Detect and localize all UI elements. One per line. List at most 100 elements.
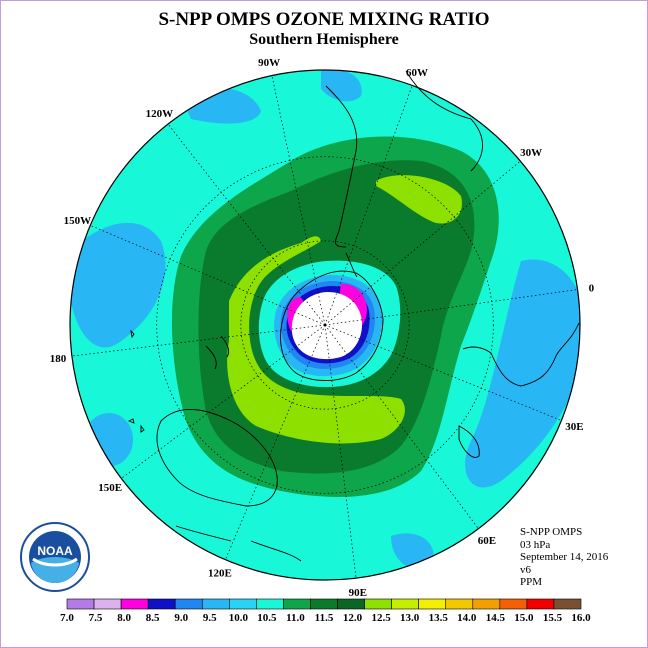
longitude-labels: 90W 60W 30W 0 30E 60E 90E 120E 150E 180 150W 120W [50,57,595,599]
longitude-label: 60W [406,67,428,79]
info-units: PPM [520,576,543,588]
colorbar-cell [499,598,528,610]
ozone-contours [71,70,580,570]
colorbar-label: 7.5 [89,612,103,624]
contour-12-0-west [227,236,405,444]
polar-map [69,69,581,581]
colorbar-label: 10.0 [229,612,249,624]
meridian-line-5 [324,324,562,421]
colorbar-label: 12.5 [371,612,391,624]
figure-subtitle: Southern Hemisphere [249,31,399,48]
colorbar-cell [310,598,338,610]
info-level: 03 hPa [520,538,551,551]
coast-new-zealand [205,335,230,370]
colorbar-cells [66,598,582,610]
longitude-label: 0 [589,283,595,295]
colorbar-cell [147,598,176,610]
colorbar: 7.0 7.5 8.0 8.5 9.0 9.5 10.0 10.5 11.0 11.5 12.0 12… [60,598,591,624]
info-product: S-NPP OMPS [520,526,583,538]
meridian-line-4 [324,289,578,326]
colorbar-label: 8.5 [146,612,160,624]
longitude-label: 120W [146,108,174,120]
colorbar-label: 13.5 [429,612,449,624]
colorbar-label: 9.5 [203,612,217,624]
coast-south-america [325,85,358,248]
blue-patch-west [71,222,166,348]
contour-12-0-north [376,175,462,224]
blue-patch-north [321,70,362,102]
colorbar-label: 14.5 [486,612,506,624]
coast-australia [156,409,278,507]
latitude-circle-2 [156,156,494,494]
colorbar-cell [201,598,230,610]
colorbar-label: 9.0 [174,612,188,624]
meridian-line-1 [271,75,326,326]
longitude-label: 30E [565,421,583,433]
info-panel: S-NPP OMPS 03 hPa September 14, 2016 v6 … [520,526,608,589]
south-pole-marker [323,323,327,327]
meridian-line-6 [324,324,479,529]
longitude-label: 30W [520,147,542,159]
coast-antarctica [280,270,384,381]
info-version: v6 [520,563,531,576]
colorbar-label: 15.5 [543,612,563,624]
blue-patch-east [465,259,580,488]
coast-islands-southwest [127,329,145,433]
colorbar-cell [418,598,447,610]
colorbar-cell [337,598,365,610]
longitude-label: 90E [349,587,367,599]
colorbar-label: 16.0 [571,612,591,624]
colorbar-label: 12.0 [343,612,363,624]
colorbar-cell [229,598,257,610]
coast-africa [462,322,580,387]
colorbar-cell [445,598,474,610]
colorbar-label: 10.5 [257,612,277,624]
colorbar-cell [526,598,555,610]
longitude-label: 60E [478,535,496,547]
longitude-label: 90W [258,57,280,69]
latitude-circle-1 [240,240,410,410]
colorbar-cell [364,598,392,610]
info-date: September 14, 2016 [520,551,609,563]
colorbar-cell [66,598,95,610]
meridian-line-11 [90,225,326,326]
meridian-line-3 [324,160,521,326]
colorbar-cell [256,598,284,610]
graticule [71,75,578,579]
map-border [69,69,581,581]
colorbar-cell [120,598,149,610]
meridian-line-10 [71,324,326,357]
colorbar-cell [283,598,311,610]
colorbar-label: 13.0 [400,612,420,624]
meridian-line-7 [324,324,357,579]
colorbar-labels: 7.0 7.5 8.0 8.5 9.0 9.5 10.0 10.5 11.0 11.5 12.0 12… [60,612,591,624]
meridian-line-8 [225,324,326,560]
colorbar-cell [472,598,501,610]
colorbar-label: 14.0 [457,612,477,624]
colorbar-label: 15.0 [514,612,534,624]
colorbar-cell [391,598,419,610]
coast-antarctic-peninsula [345,252,358,278]
longitude-label: 150E [98,482,122,494]
coast-south-america-east [405,70,483,172]
meridian-line-9 [121,324,326,479]
longitude-label: 120E [208,568,232,580]
noaa-logo-text: NOAA [37,544,73,558]
coastlines [127,70,580,562]
colorbar-cell [93,598,122,610]
noaa-logo: NOAA [20,522,90,592]
colorbar-cell [553,598,582,610]
longitude-label: 180 [50,353,67,365]
meridian-line-12 [167,123,326,326]
colorbar-label: 11.5 [315,612,334,624]
coast-madagascar [458,425,480,458]
longitude-label: 150W [64,215,92,227]
colorbar-cell [174,598,203,610]
coast-indonesia [175,525,302,562]
figure-title: S-NPP OMPS OZONE MIXING RATIO [158,9,490,30]
colorbar-label: 7.0 [60,612,74,624]
meridian-line-2 [324,85,413,326]
colorbar-label: 11.0 [286,612,305,624]
